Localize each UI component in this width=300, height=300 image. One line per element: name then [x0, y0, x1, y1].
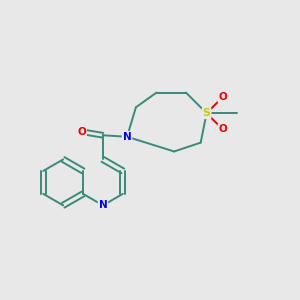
- Text: N: N: [98, 200, 107, 210]
- Text: S: S: [202, 108, 211, 118]
- Text: O: O: [77, 127, 86, 137]
- Text: O: O: [218, 124, 227, 134]
- Text: N: N: [123, 132, 131, 142]
- Text: O: O: [218, 92, 227, 102]
